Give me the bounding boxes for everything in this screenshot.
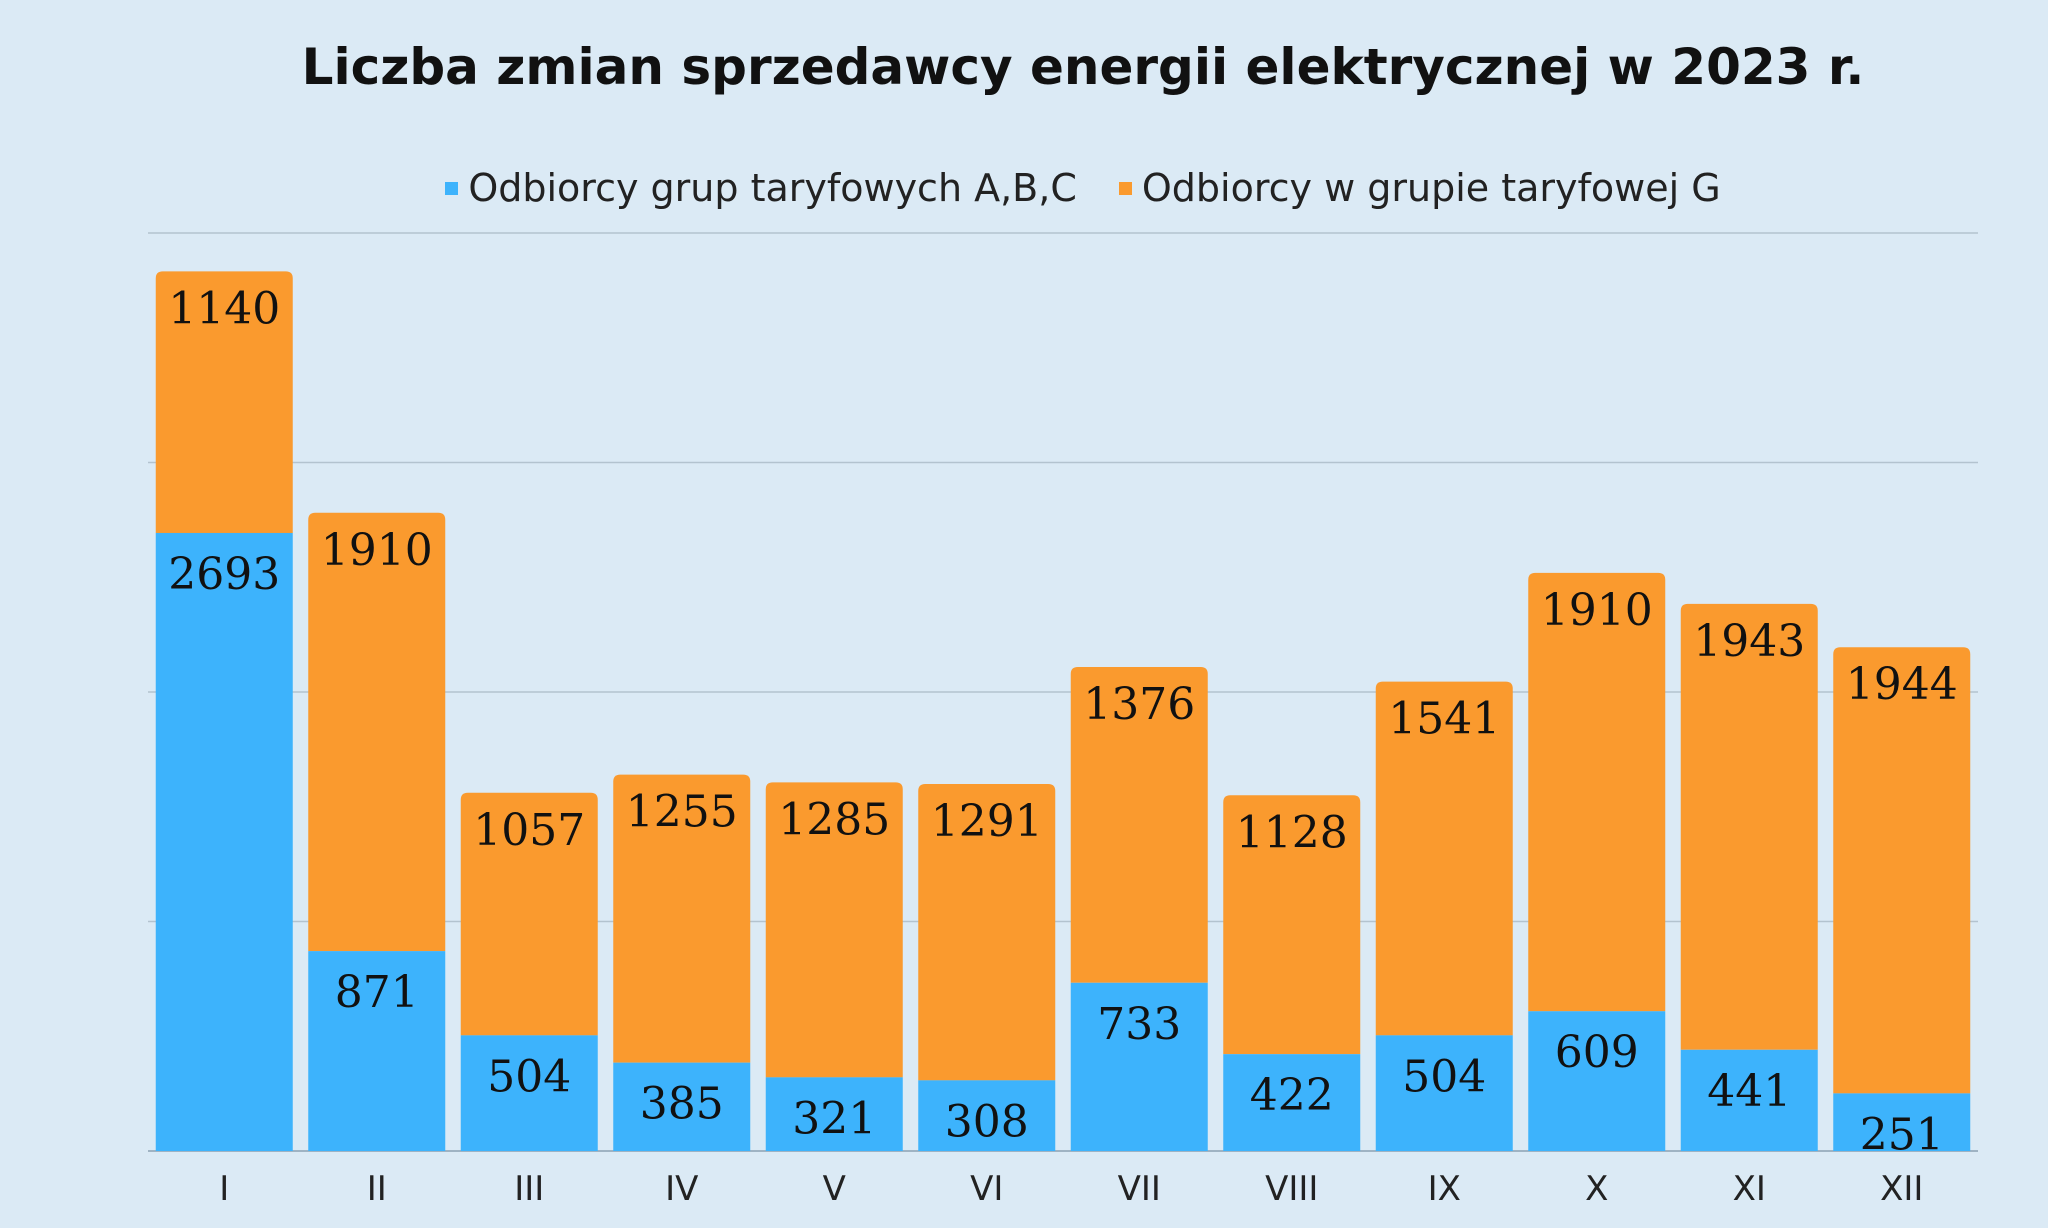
bar-abc-I bbox=[155, 532, 293, 1151]
bar-g-II bbox=[308, 512, 446, 952]
data-label-abc-VII: 733 bbox=[1097, 999, 1181, 1050]
bar-g-VII bbox=[1070, 666, 1208, 983]
x-tick-label-III: III bbox=[514, 1169, 544, 1209]
bar-abc-VII bbox=[1070, 982, 1208, 1151]
chart-legend: Odbiorcy grup taryfowych A,B,C Odbiorcy … bbox=[0, 166, 2048, 210]
bar-abc-II bbox=[308, 951, 446, 1151]
legend-item-g: Odbiorcy w grupie taryfowej G bbox=[1118, 166, 1721, 210]
data-label-g-X: 1910 bbox=[1541, 585, 1653, 636]
data-label-g-XI: 1943 bbox=[1693, 616, 1805, 667]
legend-swatch-abc bbox=[445, 181, 459, 195]
data-label-g-III: 1057 bbox=[473, 805, 585, 856]
bar-g-III bbox=[460, 792, 598, 1036]
x-tick-label-IV: IV bbox=[665, 1169, 698, 1209]
bar-g-X bbox=[1528, 572, 1666, 1012]
legend-label-g: Odbiorcy w grupie taryfowej G bbox=[1141, 166, 1721, 210]
bar-g-XI bbox=[1680, 603, 1818, 1050]
data-label-abc-I: 2693 bbox=[168, 549, 280, 600]
bar-abc-III bbox=[460, 1035, 598, 1151]
legend-swatch-g bbox=[1118, 181, 1132, 195]
data-label-g-IX: 1541 bbox=[1388, 694, 1500, 745]
x-tick-label-IX: IX bbox=[1428, 1169, 1461, 1209]
bar-abc-IX bbox=[1375, 1035, 1513, 1151]
x-tick-label-V: V bbox=[823, 1169, 846, 1209]
data-label-g-II: 1910 bbox=[321, 525, 433, 576]
data-label-abc-XI: 441 bbox=[1707, 1066, 1791, 1117]
bar-g-IV bbox=[613, 774, 751, 1063]
legend-label-abc: Odbiorcy grup taryfowych A,B,C bbox=[468, 166, 1077, 210]
data-label-abc-II: 871 bbox=[335, 967, 419, 1018]
bar-abc-XII bbox=[1833, 1093, 1971, 1151]
data-label-g-V: 1285 bbox=[778, 794, 890, 845]
data-label-abc-XII: 251 bbox=[1860, 1109, 1944, 1160]
data-label-g-XII: 1944 bbox=[1846, 659, 1958, 710]
x-tick-label-VI: VI bbox=[970, 1169, 1003, 1209]
bar-g-VI bbox=[918, 784, 1056, 1081]
x-tick-label-X: X bbox=[1585, 1169, 1608, 1209]
bar-abc-X bbox=[1528, 1011, 1666, 1151]
bar-abc-VI bbox=[918, 1080, 1056, 1151]
data-label-abc-III: 504 bbox=[487, 1051, 571, 1102]
legend-item-abc: Odbiorcy grup taryfowych A,B,C bbox=[445, 166, 1077, 210]
bar-abc-XI bbox=[1680, 1049, 1818, 1151]
bar-g-XII bbox=[1833, 647, 1971, 1094]
data-label-abc-VI: 308 bbox=[945, 1096, 1029, 1147]
data-label-abc-VIII: 422 bbox=[1250, 1070, 1334, 1121]
data-label-g-IV: 1255 bbox=[626, 787, 738, 838]
bar-g-VIII bbox=[1223, 795, 1361, 1055]
data-label-g-VIII: 1128 bbox=[1236, 807, 1348, 858]
bar-abc-IV bbox=[613, 1062, 751, 1151]
bar-g-I bbox=[155, 271, 293, 533]
chart-title: Liczba zmian sprzedawcy energii elektryc… bbox=[301, 38, 1865, 96]
bar-g-V bbox=[765, 782, 903, 1078]
x-tick-label-II: II bbox=[367, 1169, 387, 1209]
bar-g-IX bbox=[1375, 681, 1513, 1036]
x-tick-label-VIII: VIII bbox=[1265, 1169, 1318, 1209]
data-label-abc-X: 609 bbox=[1555, 1027, 1639, 1078]
bar-abc-VIII bbox=[1223, 1054, 1361, 1151]
data-label-g-I: 1140 bbox=[168, 283, 280, 334]
bar-abc-V bbox=[765, 1077, 903, 1151]
data-label-abc-IX: 504 bbox=[1402, 1051, 1486, 1102]
data-label-g-VI: 1291 bbox=[931, 796, 1043, 847]
data-label-abc-IV: 385 bbox=[640, 1079, 724, 1130]
x-tick-label-VII: VII bbox=[1118, 1169, 1161, 1209]
x-tick-label-XI: XI bbox=[1733, 1169, 1766, 1209]
data-label-abc-V: 321 bbox=[792, 1093, 876, 1144]
x-tick-label-I: I bbox=[219, 1169, 229, 1209]
data-label-g-VII: 1376 bbox=[1083, 679, 1195, 730]
x-tick-label-XII: XII bbox=[1880, 1169, 1923, 1209]
